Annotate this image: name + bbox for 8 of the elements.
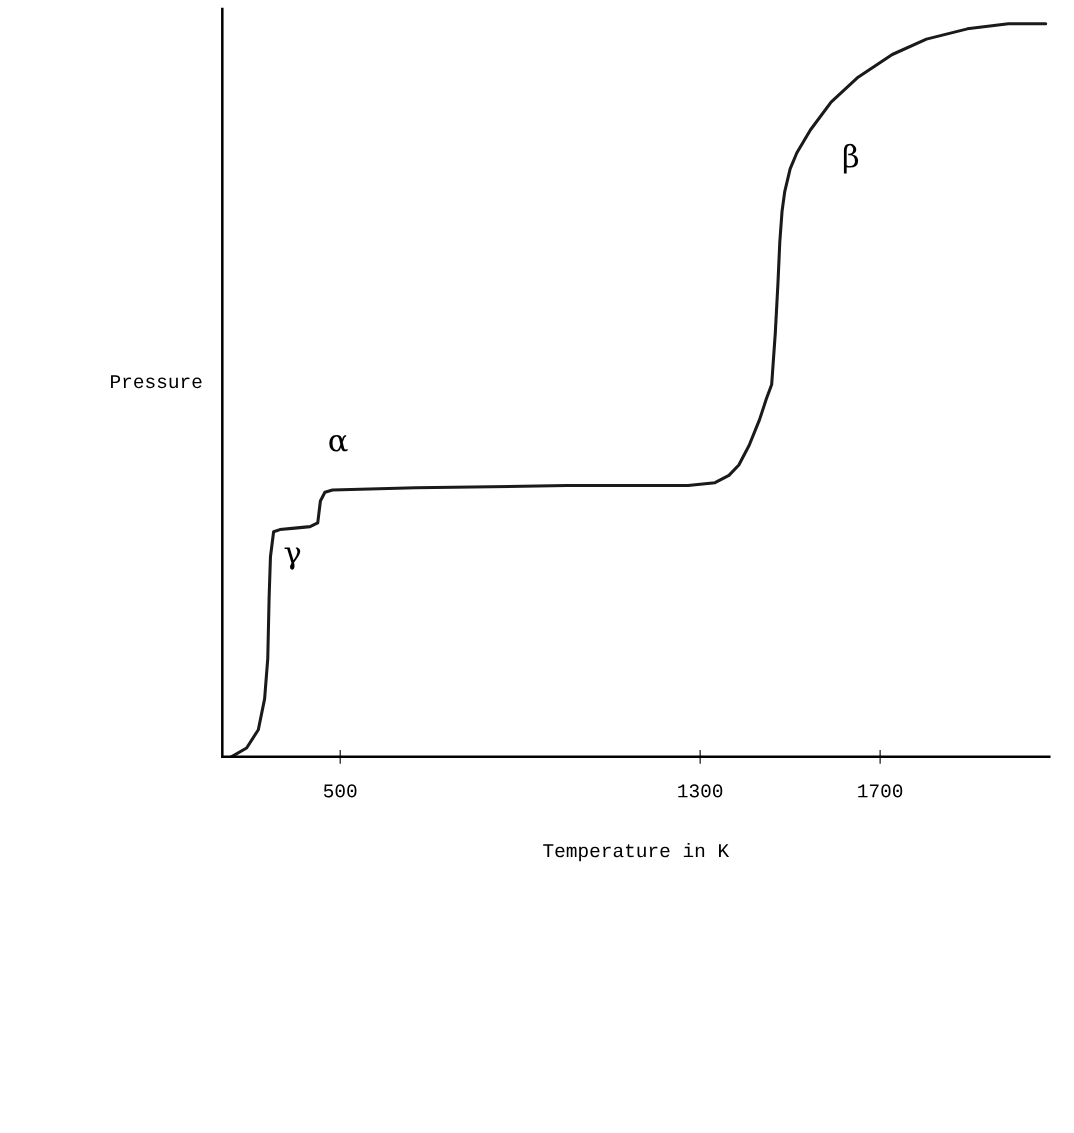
x-tick-label: 1300 (678, 784, 723, 798)
x-tick-label: 1700 (858, 784, 903, 798)
annotation: γ (284, 547, 301, 570)
x-axis-title: Temperature in K (543, 843, 730, 862)
x-tick-label: 500 (323, 784, 357, 798)
annotation: α (329, 434, 348, 452)
annotation: β (843, 143, 859, 174)
y-axis-title: Pressure (111, 375, 202, 389)
